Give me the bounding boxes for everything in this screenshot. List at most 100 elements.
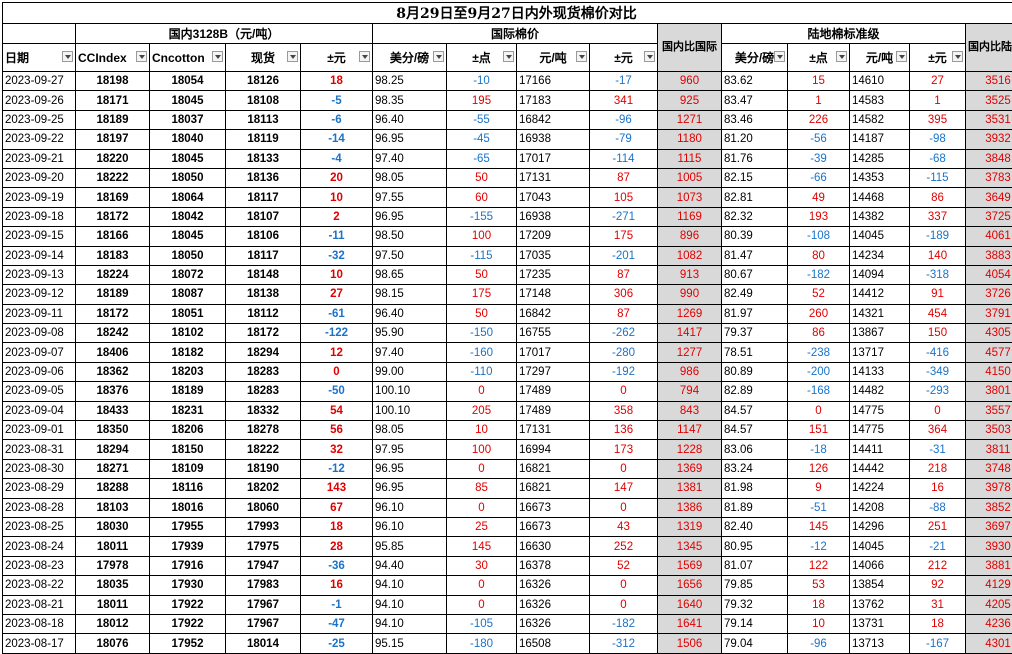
cell-yuan-t[interactable]: 16821 (517, 479, 590, 498)
cell-land-usc[interactable]: 83.24 (722, 459, 788, 478)
cell-spot[interactable]: 18172 (226, 324, 301, 343)
cell-dom-vs-land[interactable]: 3783 (966, 168, 1012, 187)
cell-ccindex[interactable]: 18189 (76, 285, 150, 304)
cell-land-yuan[interactable]: 14321 (850, 304, 910, 323)
cell-dom-vs-intl[interactable]: 1269 (658, 304, 722, 323)
cell-spot[interactable]: 18190 (226, 459, 301, 478)
cell-cncotton[interactable]: 18045 (150, 91, 226, 110)
cell-spot[interactable]: 18133 (226, 149, 301, 168)
cell-pts[interactable]: 25 (447, 517, 517, 536)
cell-land-yuan[interactable]: 14208 (850, 498, 910, 517)
cell-yuan-t[interactable]: 17166 (517, 72, 590, 91)
filter-dropdown-icon[interactable] (212, 51, 223, 62)
cell-yuan-diff[interactable]: 105 (590, 188, 658, 207)
cell-yuan-diff[interactable]: 0 (590, 498, 658, 517)
cell-pts[interactable]: -160 (447, 343, 517, 362)
cell-ccindex[interactable]: 18171 (76, 91, 150, 110)
cell-land-yuan[interactable]: 14468 (850, 188, 910, 207)
cell-cncotton[interactable]: 18050 (150, 168, 226, 187)
cell-date[interactable]: 2023-08-22 (3, 576, 76, 595)
cell-land-yuan[interactable]: 14583 (850, 91, 910, 110)
cell-land-usc[interactable]: 79.32 (722, 595, 788, 614)
cell-ccindex[interactable]: 18169 (76, 188, 150, 207)
cell-land-usc[interactable]: 83.06 (722, 440, 788, 459)
cell-spot[interactable]: 18278 (226, 421, 301, 440)
cell-dom-vs-land[interactable]: 3978 (966, 479, 1012, 498)
cell-spot[interactable]: 18202 (226, 479, 301, 498)
cell-date[interactable]: 2023-08-21 (3, 595, 76, 614)
cell-diff[interactable]: 56 (301, 421, 373, 440)
cell-land-pts[interactable]: 126 (788, 459, 850, 478)
cell-yuan-t[interactable]: 16821 (517, 459, 590, 478)
cell-land-diff[interactable]: -88 (910, 498, 966, 517)
cell-spot[interactable]: 18136 (226, 168, 301, 187)
cell-cncotton[interactable]: 18109 (150, 459, 226, 478)
cell-dom-vs-intl[interactable]: 1277 (658, 343, 722, 362)
cell-land-diff[interactable]: 31 (910, 595, 966, 614)
cell-yuan-diff[interactable]: 306 (590, 285, 658, 304)
cell-dom-vs-land[interactable]: 3930 (966, 537, 1012, 556)
cell-usc-lb[interactable]: 97.40 (373, 343, 447, 362)
cell-yuan-t[interactable]: 16938 (517, 130, 590, 149)
cell-pts[interactable]: 30 (447, 556, 517, 575)
cell-yuan-diff[interactable]: -182 (590, 614, 658, 633)
cell-diff[interactable]: -6 (301, 110, 373, 129)
cell-land-pts[interactable]: 145 (788, 517, 850, 536)
cell-pts[interactable]: -45 (447, 130, 517, 149)
cell-diff[interactable]: 54 (301, 401, 373, 420)
cell-spot[interactable]: 18060 (226, 498, 301, 517)
cell-land-pts[interactable]: 49 (788, 188, 850, 207)
cell-ccindex[interactable]: 18350 (76, 421, 150, 440)
cell-usc-lb[interactable]: 96.95 (373, 207, 447, 226)
cell-pts[interactable]: 175 (447, 285, 517, 304)
cell-land-usc[interactable]: 80.89 (722, 362, 788, 381)
cell-dom-vs-land[interactable]: 3726 (966, 285, 1012, 304)
cell-land-yuan[interactable]: 14610 (850, 72, 910, 91)
cell-usc-lb[interactable]: 98.05 (373, 421, 447, 440)
cell-usc-lb[interactable]: 100.10 (373, 382, 447, 401)
cell-spot[interactable]: 18126 (226, 72, 301, 91)
cell-yuan-t[interactable]: 16630 (517, 537, 590, 556)
cell-spot[interactable]: 18148 (226, 265, 301, 284)
cell-usc-lb[interactable]: 96.10 (373, 517, 447, 536)
cell-yuan-diff[interactable]: -280 (590, 343, 658, 362)
cell-ccindex[interactable]: 18011 (76, 595, 150, 614)
cell-land-pts[interactable]: -238 (788, 343, 850, 362)
cell-diff[interactable]: -12 (301, 459, 373, 478)
cell-yuan-t[interactable]: 17043 (517, 188, 590, 207)
cell-dom-vs-intl[interactable]: 1656 (658, 576, 722, 595)
cell-pts[interactable]: 85 (447, 479, 517, 498)
cell-land-diff[interactable]: 364 (910, 421, 966, 440)
cell-spot[interactable]: 18119 (226, 130, 301, 149)
cell-usc-lb[interactable]: 98.15 (373, 285, 447, 304)
cell-land-pts[interactable]: 9 (788, 479, 850, 498)
cell-land-usc[interactable]: 84.57 (722, 421, 788, 440)
cell-land-pts[interactable]: 122 (788, 556, 850, 575)
cell-land-yuan[interactable]: 14442 (850, 459, 910, 478)
cell-cncotton[interactable]: 18102 (150, 324, 226, 343)
cell-yuan-diff[interactable]: 43 (590, 517, 658, 536)
cell-dom-vs-intl[interactable]: 960 (658, 72, 722, 91)
cell-land-yuan[interactable]: 14133 (850, 362, 910, 381)
cell-usc-lb[interactable]: 97.55 (373, 188, 447, 207)
cell-spot[interactable]: 18294 (226, 343, 301, 362)
cell-land-diff[interactable]: 454 (910, 304, 966, 323)
cell-yuan-diff[interactable]: 87 (590, 304, 658, 323)
cell-land-diff[interactable]: 92 (910, 576, 966, 595)
cell-date[interactable]: 2023-08-25 (3, 517, 76, 536)
cell-pts[interactable]: 100 (447, 440, 517, 459)
cell-date[interactable]: 2023-09-26 (3, 91, 76, 110)
cell-spot[interactable]: 18283 (226, 382, 301, 401)
cell-date[interactable]: 2023-09-27 (3, 72, 76, 91)
cell-dom-vs-intl[interactable]: 1180 (658, 130, 722, 149)
cell-usc-lb[interactable]: 98.65 (373, 265, 447, 284)
cell-pts[interactable]: 60 (447, 188, 517, 207)
cell-land-pts[interactable]: 80 (788, 246, 850, 265)
cell-dom-vs-intl[interactable]: 986 (658, 362, 722, 381)
cell-date[interactable]: 2023-09-06 (3, 362, 76, 381)
cell-date[interactable]: 2023-08-30 (3, 459, 76, 478)
